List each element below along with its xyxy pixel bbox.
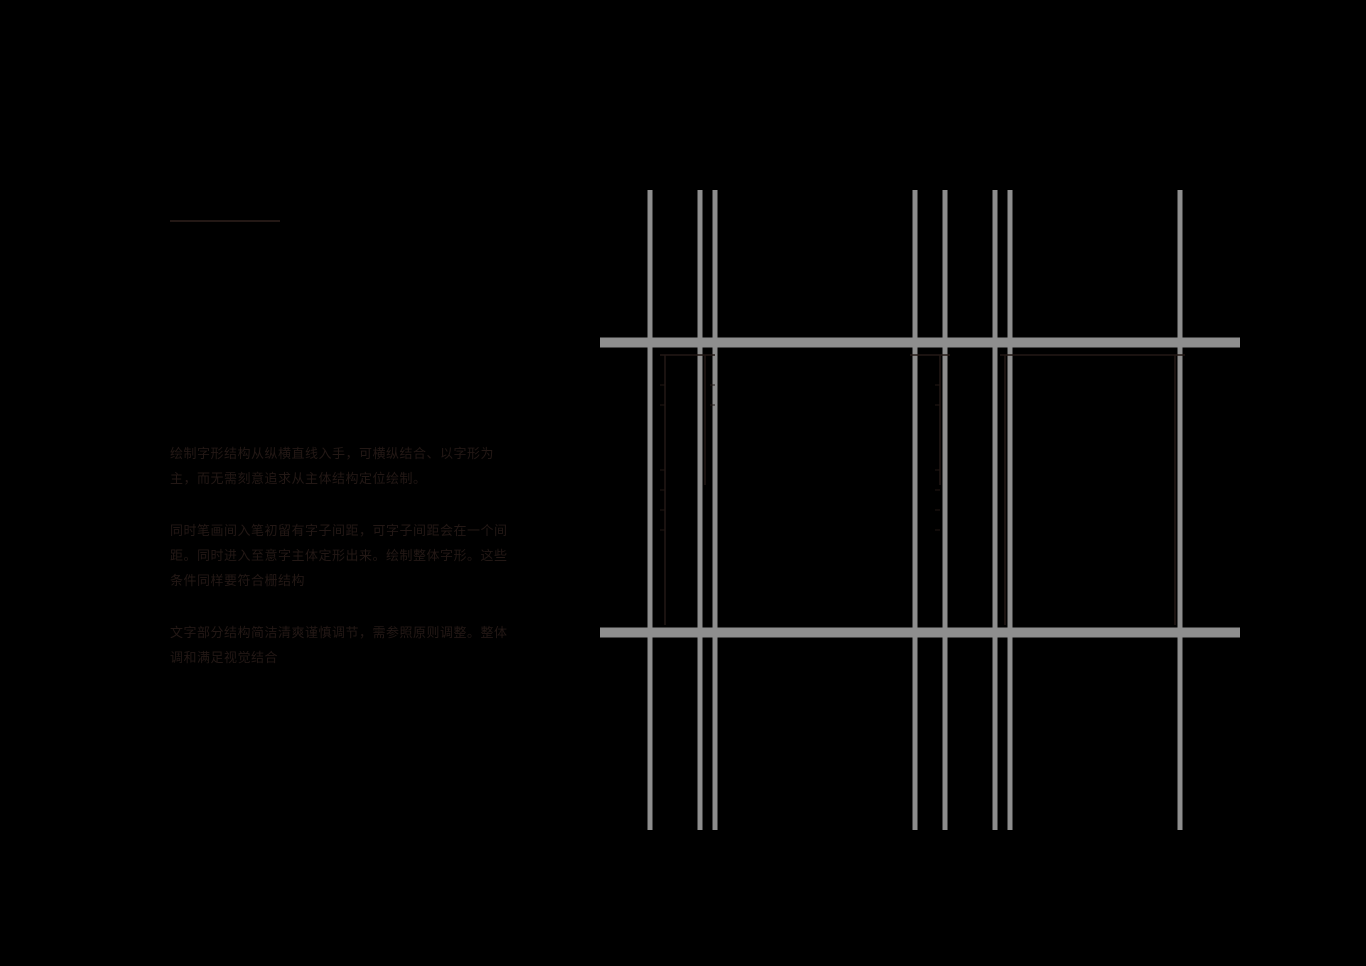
grid-structure-diagram xyxy=(600,190,1240,830)
title-divider xyxy=(170,220,280,222)
diagram-svg xyxy=(600,190,1240,830)
paragraph-2: 同时笔画间入笔初留有字子间距，可字子间距会在一个间距。同时进入至意字主体定形出来… xyxy=(170,519,510,593)
paragraph-3: 文字部分结构简洁清爽谨慎调节，需参照原则调整。整体调和满足视觉结合 xyxy=(170,621,510,670)
paragraph-1: 绘制字形结构从纵横直线入手，可横纵结合、以字形为主，而无需刻意追求从主体结构定位… xyxy=(170,442,510,491)
left-text-panel: 绘制字形结构从纵横直线入手，可横纵结合、以字形为主，而无需刻意追求从主体结构定位… xyxy=(170,220,510,699)
